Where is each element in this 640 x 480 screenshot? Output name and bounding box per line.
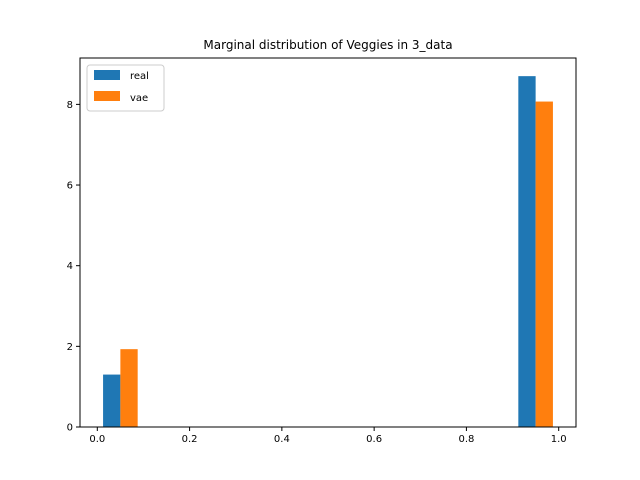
y-tick-label: 0 bbox=[67, 423, 73, 434]
legend-label-vae: vae bbox=[130, 93, 148, 104]
bar-real-0 bbox=[103, 374, 121, 427]
y-tick-label: 8 bbox=[67, 100, 73, 111]
x-tick-label: 1.0 bbox=[551, 434, 567, 445]
x-tick-label: 0.8 bbox=[458, 434, 474, 445]
legend-swatch-vae bbox=[94, 91, 120, 101]
legend-swatch-real bbox=[94, 70, 120, 80]
bar-real-1 bbox=[518, 76, 536, 428]
legend-label-real: real bbox=[130, 71, 149, 82]
x-tick-label: 0.6 bbox=[366, 434, 382, 445]
y-tick-label: 2 bbox=[67, 342, 73, 353]
legend: real vae bbox=[86, 64, 165, 112]
y-tick-label: 4 bbox=[67, 261, 73, 272]
bars-group bbox=[103, 76, 553, 428]
plot-frame bbox=[79, 57, 577, 428]
y-axis: 0 2 4 6 8 bbox=[67, 100, 80, 434]
x-tick-label: 0.0 bbox=[89, 434, 105, 445]
chart-title: Marginal distribution of Veggies in 3_da… bbox=[203, 38, 452, 52]
y-tick-label: 6 bbox=[67, 181, 73, 192]
x-tick-label: 0.2 bbox=[182, 434, 198, 445]
x-axis: 0.0 0.2 0.4 0.6 0.8 1.0 bbox=[89, 427, 567, 445]
bar-vae-1 bbox=[535, 101, 553, 427]
x-tick-label: 0.4 bbox=[274, 434, 290, 445]
bar-vae-0 bbox=[120, 349, 138, 427]
